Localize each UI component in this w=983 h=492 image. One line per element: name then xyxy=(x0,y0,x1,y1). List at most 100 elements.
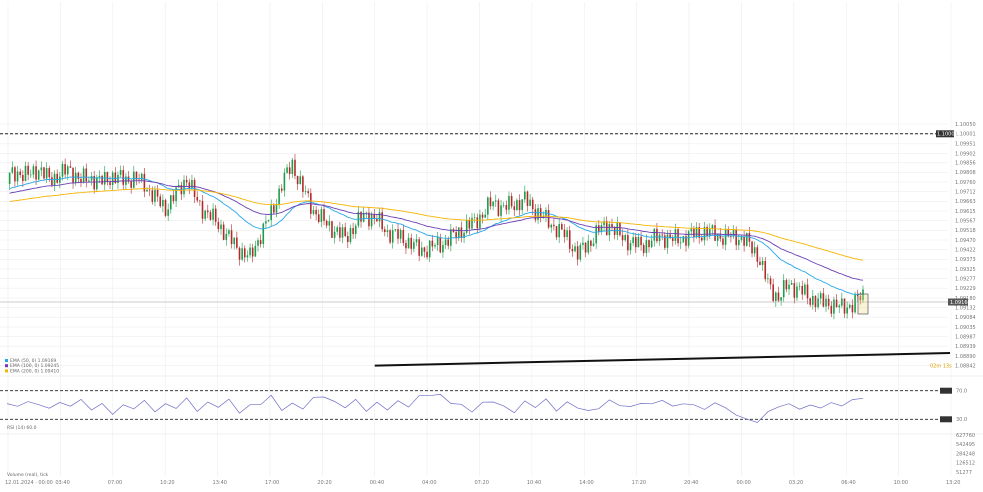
time-tick-label: 13:20 xyxy=(946,480,960,486)
candle xyxy=(600,225,603,232)
time-tick-label: 03:40 xyxy=(55,480,69,486)
candle xyxy=(442,245,444,253)
grid xyxy=(0,2,952,476)
price-tick-label: 1.09567 xyxy=(955,218,976,224)
candle xyxy=(743,236,745,246)
candle xyxy=(677,229,679,244)
price-tick-label: 1.09084 xyxy=(955,315,976,321)
overlays[interactable]: 1.09160 02m 13s xyxy=(0,293,971,370)
candle xyxy=(777,292,780,301)
candle xyxy=(645,240,648,253)
candle xyxy=(555,226,558,238)
time-tick-label: 14:00 xyxy=(579,480,593,486)
candle xyxy=(653,228,656,241)
candle xyxy=(122,170,125,185)
candle xyxy=(457,227,460,239)
candle xyxy=(114,172,117,183)
candle xyxy=(410,237,413,249)
candle xyxy=(37,170,40,180)
time-tick-label: 10:00 xyxy=(894,480,908,486)
ema-line xyxy=(9,188,864,261)
price-tick-label: 1.09663 xyxy=(955,199,976,205)
price-tick-label: 1.09470 xyxy=(955,238,976,244)
candle xyxy=(703,226,706,241)
candle xyxy=(637,236,640,248)
candle xyxy=(558,224,560,238)
candle xyxy=(331,221,333,238)
candle xyxy=(135,171,138,180)
candle xyxy=(352,228,354,235)
countdown-label: 02m 13s xyxy=(930,364,952,370)
candle xyxy=(362,212,365,222)
candle xyxy=(188,182,191,189)
candle xyxy=(140,173,143,180)
time-tick-label: 07:00 xyxy=(108,480,122,486)
candle xyxy=(339,227,341,238)
candle xyxy=(436,237,439,246)
candle xyxy=(833,299,835,314)
candle xyxy=(479,214,481,229)
candle xyxy=(505,205,508,210)
candle xyxy=(817,298,819,308)
candle xyxy=(621,235,624,241)
candle xyxy=(14,167,16,182)
candle xyxy=(241,248,243,260)
legend-swatch xyxy=(5,364,8,368)
volume-tick-label: 542495 xyxy=(956,442,975,448)
legend-label: EMA (200, 0) 1.09410 xyxy=(10,368,59,374)
candle xyxy=(254,245,257,257)
candle xyxy=(463,232,465,238)
price-tick-label: 1.09951 xyxy=(955,142,976,148)
candle xyxy=(608,224,611,236)
volume-tick-label: 51277 xyxy=(956,470,972,476)
candle xyxy=(286,167,288,173)
candle xyxy=(582,242,584,245)
candle xyxy=(191,180,193,189)
candle xyxy=(236,237,238,248)
candle xyxy=(265,221,267,224)
rsi-level-tag xyxy=(940,416,952,423)
candle xyxy=(233,237,236,245)
candle xyxy=(529,199,531,206)
rsi-level-tag xyxy=(940,387,952,394)
price-tick-label: 1.09856 xyxy=(955,161,976,167)
candle xyxy=(349,228,352,243)
candle xyxy=(90,176,93,181)
candle xyxy=(156,189,159,197)
candle xyxy=(320,209,323,222)
candle xyxy=(788,284,790,290)
candle xyxy=(798,285,801,287)
candle xyxy=(671,238,674,241)
candle xyxy=(745,233,748,246)
candle xyxy=(497,200,500,216)
candle xyxy=(521,199,523,211)
candle xyxy=(455,232,457,239)
legend-swatch xyxy=(5,359,8,362)
candle xyxy=(328,221,331,226)
candle xyxy=(812,295,814,305)
candle xyxy=(80,178,82,182)
candle xyxy=(809,298,811,305)
candle xyxy=(695,227,698,238)
candle xyxy=(439,237,442,253)
candle xyxy=(568,230,571,249)
candle xyxy=(584,242,587,253)
candle xyxy=(698,227,700,238)
candle xyxy=(767,278,769,280)
candle xyxy=(682,236,685,243)
candle xyxy=(701,237,703,241)
candle xyxy=(611,224,613,228)
candle xyxy=(711,225,714,229)
candle xyxy=(452,229,455,233)
candle xyxy=(751,241,753,254)
candle xyxy=(796,286,798,298)
candle xyxy=(444,239,447,246)
candle xyxy=(74,172,77,184)
price-tick-label: 1.09712 xyxy=(955,189,976,195)
candle xyxy=(550,224,553,228)
candle xyxy=(220,224,222,230)
candle xyxy=(640,236,642,246)
candle xyxy=(246,255,249,258)
candle xyxy=(476,217,479,229)
